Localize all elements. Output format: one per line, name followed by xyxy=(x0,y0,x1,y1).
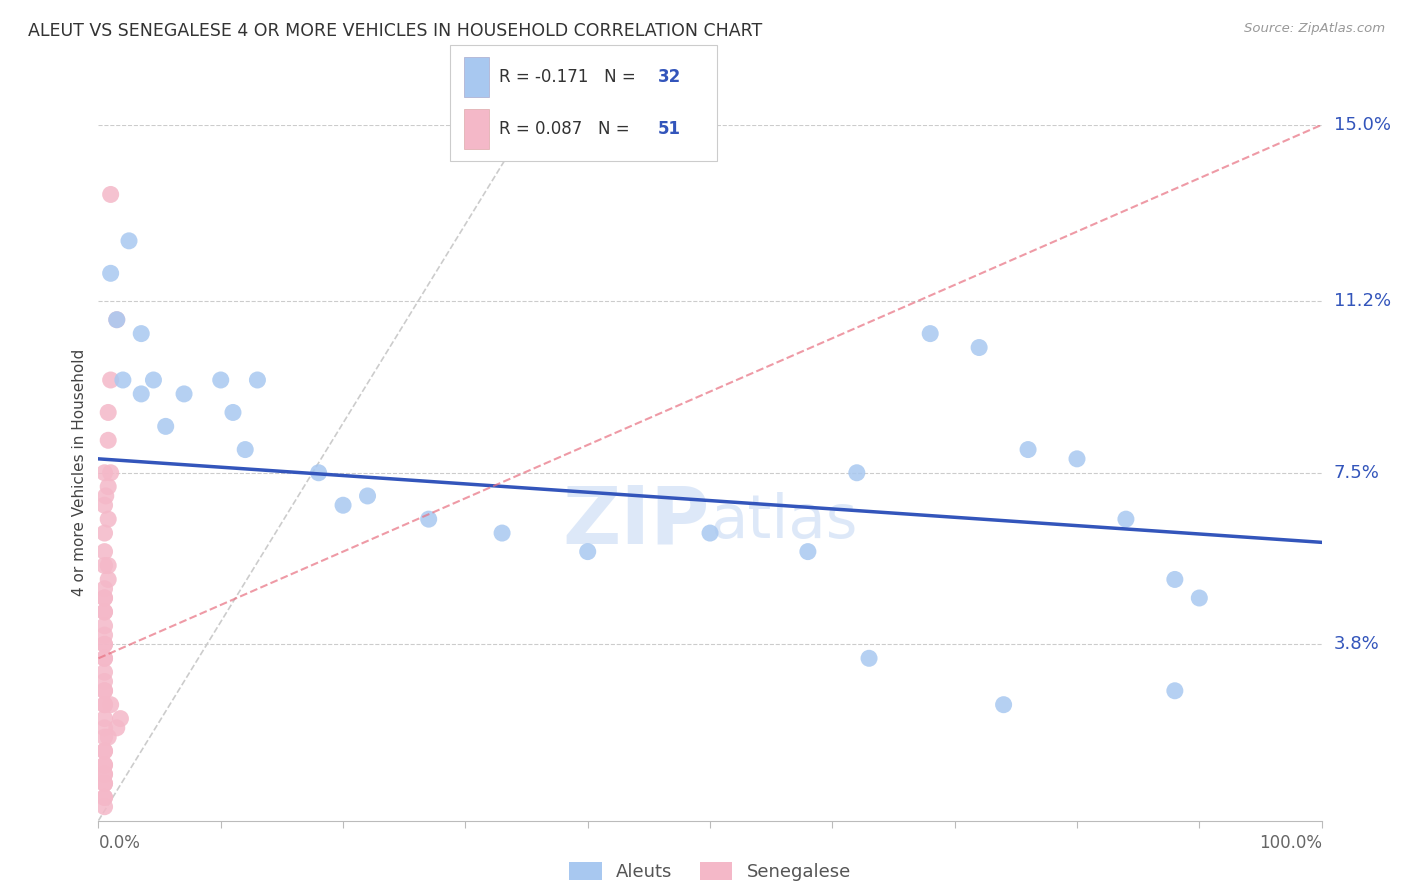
Point xyxy=(222,405,245,419)
Point xyxy=(1115,512,1137,526)
Point xyxy=(1164,683,1187,698)
Text: R = -0.171   N =: R = -0.171 N = xyxy=(499,68,641,86)
Point xyxy=(97,434,120,448)
Point xyxy=(100,466,122,480)
Point xyxy=(332,498,354,512)
Point xyxy=(100,266,122,280)
Point xyxy=(93,466,115,480)
Point xyxy=(105,721,128,735)
Point xyxy=(491,526,513,541)
Point xyxy=(93,698,115,712)
Point xyxy=(93,544,115,558)
Point xyxy=(308,466,330,480)
Point xyxy=(129,387,152,401)
Point xyxy=(97,730,120,744)
Point xyxy=(93,591,115,605)
Point xyxy=(233,442,256,457)
Point xyxy=(93,776,115,790)
Point xyxy=(100,373,122,387)
Point xyxy=(93,637,115,651)
Point xyxy=(93,758,115,772)
Point xyxy=(93,799,115,814)
Point xyxy=(1017,442,1039,457)
Point xyxy=(93,619,115,633)
Point xyxy=(93,674,115,689)
Text: 51: 51 xyxy=(658,120,681,138)
Point xyxy=(699,526,721,541)
Point xyxy=(93,776,115,790)
Text: R = 0.087   N =: R = 0.087 N = xyxy=(499,120,636,138)
Point xyxy=(93,712,115,726)
Point xyxy=(118,234,141,248)
Text: atlas: atlas xyxy=(710,492,858,551)
Text: 11.2%: 11.2% xyxy=(1334,293,1391,310)
Point xyxy=(93,582,115,596)
Point xyxy=(155,419,177,434)
Point xyxy=(797,544,820,558)
Point xyxy=(100,698,122,712)
Point xyxy=(129,326,152,341)
Text: Source: ZipAtlas.com: Source: ZipAtlas.com xyxy=(1244,22,1385,36)
Point xyxy=(1066,451,1088,466)
Point xyxy=(418,512,440,526)
Point xyxy=(105,312,128,326)
Point xyxy=(576,544,599,558)
Text: ALEUT VS SENEGALESE 4 OR MORE VEHICLES IN HOUSEHOLD CORRELATION CHART: ALEUT VS SENEGALESE 4 OR MORE VEHICLES I… xyxy=(28,22,762,40)
Point xyxy=(93,558,115,573)
Point xyxy=(246,373,269,387)
Text: 15.0%: 15.0% xyxy=(1334,116,1391,134)
Point xyxy=(173,387,195,401)
Point xyxy=(93,790,115,805)
Point xyxy=(858,651,880,665)
Point xyxy=(1188,591,1211,605)
Point xyxy=(111,373,134,387)
Point xyxy=(1164,573,1187,587)
Point xyxy=(93,744,115,758)
Point xyxy=(93,698,115,712)
Point xyxy=(93,526,115,541)
Point xyxy=(94,489,117,503)
Point xyxy=(105,312,128,326)
Point xyxy=(93,651,115,665)
Legend: Aleuts, Senegalese: Aleuts, Senegalese xyxy=(562,855,858,888)
Point xyxy=(97,405,120,419)
Point xyxy=(93,605,115,619)
Point xyxy=(209,373,232,387)
Point xyxy=(93,683,115,698)
Point xyxy=(967,341,990,355)
Point xyxy=(93,721,115,735)
Text: ZIP: ZIP xyxy=(562,483,710,560)
Point xyxy=(920,326,942,341)
Text: 0.0%: 0.0% xyxy=(98,834,141,852)
Point xyxy=(97,558,120,573)
Point xyxy=(93,591,115,605)
Point xyxy=(93,790,115,805)
Point xyxy=(100,187,122,202)
Point xyxy=(93,758,115,772)
Y-axis label: 4 or more Vehicles in Household: 4 or more Vehicles in Household xyxy=(72,349,87,597)
Point xyxy=(845,466,868,480)
Point xyxy=(93,665,115,680)
Text: 100.0%: 100.0% xyxy=(1258,834,1322,852)
Point xyxy=(356,489,378,503)
Text: 32: 32 xyxy=(658,68,682,86)
Point xyxy=(93,628,115,642)
Point xyxy=(93,651,115,665)
Point xyxy=(97,573,120,587)
Point xyxy=(93,730,115,744)
Point xyxy=(93,498,115,512)
Point xyxy=(93,767,115,781)
Text: 7.5%: 7.5% xyxy=(1334,464,1379,482)
Point xyxy=(93,605,115,619)
Point xyxy=(93,637,115,651)
Point xyxy=(93,744,115,758)
Point xyxy=(97,480,120,494)
Point xyxy=(142,373,165,387)
Point xyxy=(93,767,115,781)
Point xyxy=(993,698,1015,712)
Point xyxy=(93,683,115,698)
Point xyxy=(97,512,120,526)
Text: 3.8%: 3.8% xyxy=(1334,635,1379,653)
Point xyxy=(110,712,132,726)
